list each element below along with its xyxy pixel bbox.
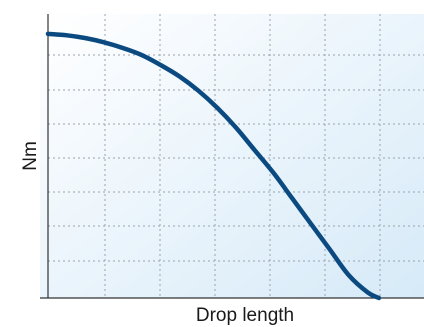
x-axis-title: Drop length — [196, 305, 294, 326]
plot-background — [40, 14, 424, 298]
y-axis-title: Nm — [20, 141, 41, 171]
